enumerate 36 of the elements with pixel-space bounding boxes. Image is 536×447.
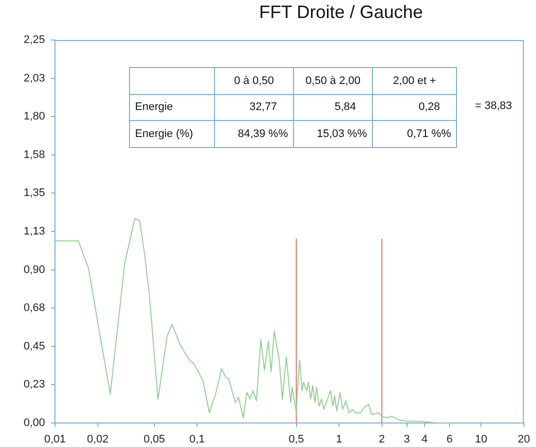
- y-tick-label: 2,25: [24, 34, 45, 46]
- x-tick-label: 0,05: [144, 434, 165, 446]
- y-tick-label: 0,45: [24, 340, 45, 352]
- annotation: 0,71 %%: [372, 120, 456, 147]
- chart-title: FFT Droite / Gauche: [259, 2, 423, 23]
- x-tick-label: 6: [446, 434, 453, 446]
- y-tick-label: 2,03: [24, 72, 45, 84]
- y-tick-label: 0,68: [24, 302, 45, 314]
- x-tick-label: 0,02: [87, 434, 108, 446]
- x-tick-label: 0,01: [44, 434, 66, 446]
- y-tick-label: 1,13: [24, 226, 45, 238]
- x-tick-label: 10: [475, 434, 488, 446]
- x-tick-label: 0,5: [288, 434, 304, 446]
- y-tick-label: 0,23: [24, 378, 45, 391]
- y-tick-label: 0,00: [24, 417, 45, 430]
- annotation: 2,00 et +: [372, 68, 456, 94]
- annotation: 0,50 à 2,00: [294, 68, 372, 94]
- annotation: = 38,83: [475, 100, 512, 112]
- x-tick-label: 1: [336, 434, 342, 446]
- x-tick-label: 3: [404, 434, 410, 446]
- annotation: 0,28: [372, 94, 456, 120]
- y-tick-label: 1,80: [24, 110, 45, 123]
- annotation: 32,77: [214, 94, 294, 120]
- annotation: Energie (%): [130, 120, 214, 147]
- annotation: 15,03 %%: [294, 120, 372, 147]
- x-tick-label: 2: [378, 434, 385, 446]
- annotation: 0 à 0,50: [214, 68, 294, 94]
- y-tick-label: 1,58: [24, 148, 45, 161]
- annotation: Energie: [130, 94, 214, 120]
- y-tick-label: 0,90: [24, 264, 45, 276]
- annotation: 84,39 %%: [214, 120, 294, 147]
- x-tick-label: 20: [518, 434, 530, 446]
- x-tick-label: 0,1: [189, 434, 205, 446]
- x-tick-label: 4: [422, 434, 428, 446]
- y-tick-label: 1,35: [24, 187, 45, 200]
- annotation: 5,84: [294, 94, 372, 120]
